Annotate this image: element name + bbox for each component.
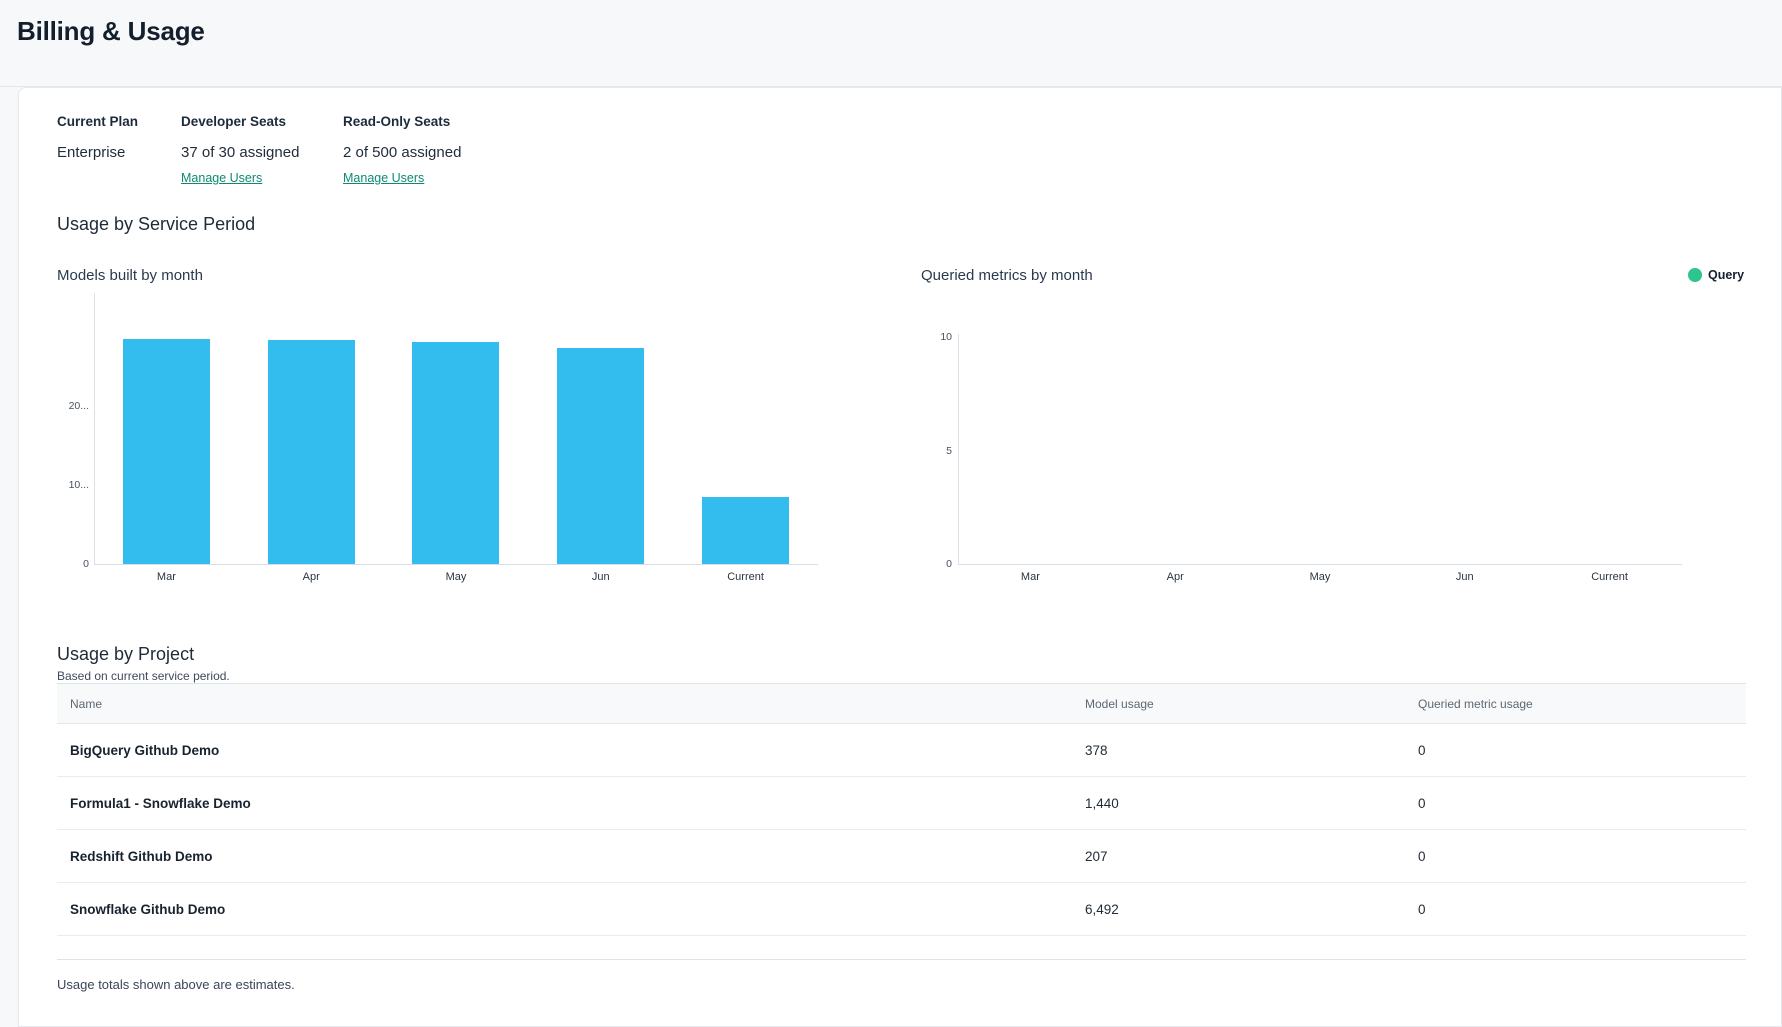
y-tick-label: 20... — [68, 400, 89, 413]
x-tick-label: Apr — [1166, 571, 1184, 583]
usage-by-project-heading: Usage by Project — [57, 644, 195, 664]
table-row: BigQuery Github Demo 378 0 — [57, 724, 1746, 777]
x-tick-label: Mar — [156, 571, 176, 583]
models-built-bar — [412, 341, 500, 564]
page-title: Billing & Usage — [17, 16, 205, 46]
queried-chart-x-axis — [958, 564, 1682, 565]
y-tick-label: 0 — [83, 558, 89, 570]
table-bottom-divider — [57, 936, 1746, 960]
models-chart-x-axis — [94, 564, 818, 565]
plan-column-developer-seats: Developer Seats 37 of 30 assigned Manage… — [181, 113, 343, 187]
y-tick-label: 10 — [940, 331, 952, 343]
model-usage-cell: 6,492 — [1085, 901, 1119, 917]
y-tick-label: 10... — [68, 479, 89, 492]
plan-value: 37 of 30 assigned — [181, 144, 300, 161]
queried-metric-usage-cell: 0 — [1418, 742, 1426, 758]
queried-chart-y-axis — [958, 334, 959, 564]
y-tick-label: 5 — [946, 444, 952, 457]
x-tick-label: May — [1309, 571, 1331, 583]
column-header-queried-metric-usage: Queried metric usage — [1418, 696, 1533, 711]
model-usage-cell: 1,440 — [1085, 795, 1119, 811]
bar-slot — [673, 296, 818, 564]
plan-label: Developer Seats — [181, 114, 287, 129]
model-usage-cell: 207 — [1085, 848, 1108, 864]
query-legend-dot-icon — [1688, 268, 1702, 282]
models-built-bar — [122, 339, 210, 564]
manage-users-link-developer[interactable]: Manage Users — [181, 171, 263, 185]
bar-slot — [239, 296, 384, 564]
x-tick-label: Current — [727, 571, 764, 583]
x-tick-label: Apr — [302, 571, 320, 583]
models-built-chart-title: Models built by month — [57, 267, 203, 284]
models-chart-y-axis — [94, 293, 95, 564]
plan-column-current-plan: Current Plan Enterprise — [57, 113, 181, 187]
plan-value: 2 of 500 assigned — [343, 144, 462, 161]
chart-legend: Query — [1688, 268, 1744, 282]
plan-label: Read-Only Seats — [343, 114, 451, 129]
table-row: Formula1 - Snowflake Demo 1,440 0 — [57, 777, 1746, 830]
table-body: BigQuery Github Demo 378 0 Formula1 - Snowf… — [57, 724, 1746, 936]
plan-summary: Current Plan Enterprise Developer Seats … — [57, 113, 461, 187]
plan-column-readonly-seats: Read-Only Seats 2 of 500 assigned Manage… — [343, 113, 461, 187]
models-built-bar — [557, 348, 645, 564]
y-tick-label: 0 — [946, 558, 952, 570]
usage-by-service-period-heading: Usage by Service Period — [57, 214, 256, 234]
bar-slot — [94, 296, 239, 564]
models-chart-bars — [94, 296, 818, 564]
project-name-cell: Redshift Github Demo — [70, 848, 213, 864]
models-built-bar — [702, 497, 790, 564]
queried-metric-usage-cell: 0 — [1418, 848, 1426, 864]
queried-metric-usage-cell: 0 — [1418, 901, 1426, 917]
manage-users-link-readonly[interactable]: Manage Users — [343, 171, 425, 185]
queried-metric-usage-cell: 0 — [1418, 795, 1426, 811]
x-tick-label: Jun — [1455, 571, 1474, 583]
table-row: Snowflake Github Demo 6,492 0 — [57, 883, 1746, 936]
table-header-row: Name Model usage Queried metric usage — [57, 683, 1746, 724]
column-header-model-usage: Model usage — [1085, 696, 1154, 711]
top-bar — [0, 0, 1782, 87]
plan-value: Enterprise — [57, 144, 126, 161]
query-legend-label: Query — [1708, 268, 1745, 282]
usage-footnote: Usage totals shown above are estimates. — [57, 977, 295, 992]
project-name-cell: Formula1 - Snowflake Demo — [70, 795, 251, 811]
x-tick-label: Mar — [1020, 571, 1040, 583]
model-usage-cell: 378 — [1085, 742, 1108, 758]
x-tick-label: Current — [1591, 571, 1628, 583]
models-built-bar — [267, 340, 355, 564]
x-tick-label: Jun — [591, 571, 610, 583]
project-name-cell: BigQuery Github Demo — [70, 742, 220, 758]
plan-label: Current Plan — [57, 114, 139, 129]
models-chart-xtick-labels: Mar Apr May Jun Current — [94, 571, 818, 583]
bar-slot — [528, 296, 673, 564]
queried-chart-xtick-labels: Mar Apr May Jun Current — [958, 571, 1682, 583]
column-header-name: Name — [70, 696, 103, 711]
x-tick-label: May — [445, 571, 467, 583]
table-row: Redshift Github Demo 207 0 — [57, 830, 1746, 883]
queried-metrics-chart-title: Queried metrics by month — [921, 267, 1093, 284]
usage-by-project-subheading: Based on current service period. — [57, 669, 230, 683]
bar-slot — [384, 296, 529, 564]
usage-by-project-table: Name Model usage Queried metric usage Bi… — [57, 683, 1746, 960]
project-name-cell: Snowflake Github Demo — [70, 901, 226, 917]
